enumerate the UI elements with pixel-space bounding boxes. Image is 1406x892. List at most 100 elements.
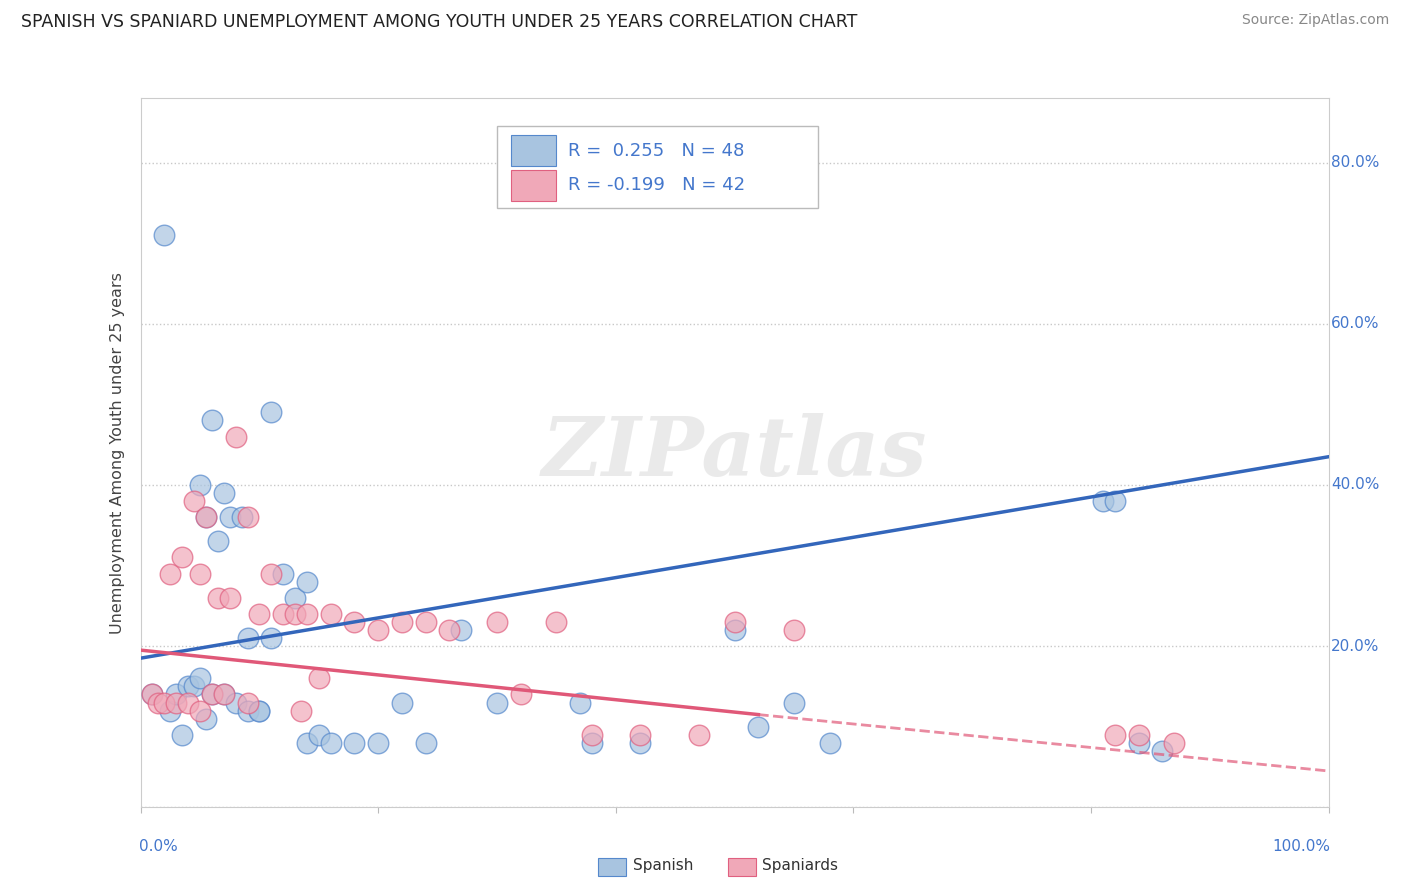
Point [450,623,472,637]
Text: Source: ZipAtlas.com: Source: ZipAtlas.com [1241,13,1389,28]
Text: 40.0%: 40.0% [1331,477,1379,492]
FancyBboxPatch shape [498,127,818,208]
Point [183,494,205,508]
Point [343,736,366,750]
Point [188,671,211,685]
Point [284,591,307,605]
Point [231,510,253,524]
Point [236,696,259,710]
Point [159,566,181,581]
Point [628,736,651,750]
Point [148,696,170,710]
Point [295,607,318,621]
Point [367,736,389,750]
Point [201,688,224,702]
Point [295,574,318,589]
Point [153,696,176,710]
Point [486,615,509,629]
Point [201,688,224,702]
Point [177,696,200,710]
Text: 60.0%: 60.0% [1331,317,1379,331]
Point [284,607,307,621]
Point [159,704,181,718]
Point [236,631,259,645]
FancyBboxPatch shape [512,135,557,166]
Point [1163,736,1185,750]
Text: 20.0%: 20.0% [1331,639,1379,654]
Point [188,704,211,718]
Text: Spaniards: Spaniards [762,858,838,872]
Point [688,728,710,742]
Point [1128,728,1150,742]
Text: 0.0%: 0.0% [139,839,179,855]
Point [207,591,229,605]
Point [319,736,342,750]
Point [177,679,200,693]
Point [723,623,745,637]
Point [569,696,592,710]
Point [141,688,163,702]
Point [218,510,240,524]
Point [218,591,240,605]
Point [212,688,235,702]
Point [391,615,413,629]
FancyBboxPatch shape [512,169,557,201]
Point [212,486,235,500]
Point [194,712,217,726]
Point [260,405,283,419]
Point [319,607,342,621]
Point [1152,744,1174,758]
Point [165,696,187,710]
Point [247,704,270,718]
Text: Spanish: Spanish [633,858,693,872]
Point [225,429,247,443]
Point [581,736,603,750]
Point [723,615,745,629]
Text: SPANISH VS SPANIARD UNEMPLOYMENT AMONG YOUTH UNDER 25 YEARS CORRELATION CHART: SPANISH VS SPANIARD UNEMPLOYMENT AMONG Y… [21,13,858,31]
Point [188,478,211,492]
Point [1128,736,1150,750]
Point [271,607,294,621]
Text: 100.0%: 100.0% [1272,839,1330,855]
Point [236,704,259,718]
Point [486,696,509,710]
Point [415,615,437,629]
Point [165,688,187,702]
Point [212,688,235,702]
Point [225,696,247,710]
Point [747,720,769,734]
Point [183,679,205,693]
Point [628,728,651,742]
Point [271,566,294,581]
Text: ZIPatlas: ZIPatlas [541,413,928,492]
Point [153,228,176,243]
Point [194,510,217,524]
Point [207,534,229,549]
Point [172,550,194,565]
Text: R =  0.255   N = 48: R = 0.255 N = 48 [568,142,745,160]
Y-axis label: Unemployment Among Youth under 25 years: Unemployment Among Youth under 25 years [110,272,125,633]
Point [260,631,283,645]
Point [247,704,270,718]
Point [290,704,312,718]
Point [141,688,163,702]
Point [308,671,330,685]
Point [546,615,568,629]
Point [1104,494,1126,508]
Point [247,607,270,621]
Point [188,566,211,581]
Point [509,688,531,702]
Point [391,696,413,710]
Point [439,623,461,637]
Point [308,728,330,742]
Text: 80.0%: 80.0% [1331,155,1379,170]
Text: R = -0.199   N = 42: R = -0.199 N = 42 [568,177,745,194]
Point [260,566,283,581]
Point [818,736,841,750]
Point [581,728,603,742]
Point [236,510,259,524]
Point [295,736,318,750]
Point [201,413,224,427]
Point [415,736,437,750]
Point [367,623,389,637]
